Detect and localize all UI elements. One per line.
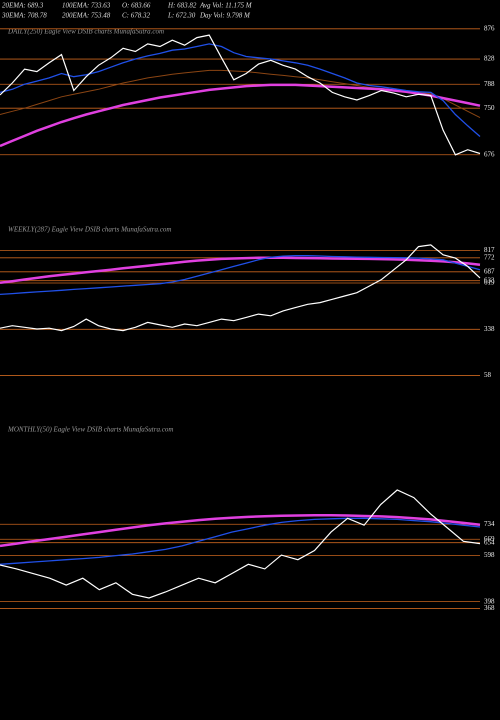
header-item: 200EMA: 753.48 (62, 12, 111, 20)
price-line (0, 517, 481, 565)
price-line (0, 256, 481, 285)
header-item: Avg Vol: 11.175 M (199, 2, 253, 10)
header-item: 100EMA: 733.63 (62, 2, 111, 10)
y-tick-label: 398 (484, 597, 495, 605)
y-tick-label: 772 (484, 253, 495, 261)
header-item: O: 683.66 (122, 2, 151, 10)
y-tick-label: 734 (484, 520, 495, 528)
price-line (0, 43, 481, 137)
header-item: 20EMA: 689.3 (2, 2, 44, 10)
y-tick-label: 58 (484, 371, 492, 379)
price-line (0, 244, 481, 332)
panel-title: WEEKLY(287) Eagle View DSIB charts Munaf… (8, 226, 171, 234)
y-tick-label: 750 (484, 104, 495, 112)
header-item: H: 683.82 (167, 2, 197, 10)
header-item: C: 678.32 (122, 12, 151, 20)
price-line (0, 34, 481, 156)
y-tick-label: 828 (484, 55, 495, 63)
y-tick-label: 876 (484, 24, 495, 32)
y-tick-label: 598 (484, 551, 495, 559)
price-line (0, 69, 481, 119)
price-line (0, 489, 481, 599)
panel-title: DAILY(250) Eagle View DSIB charts Munafa… (7, 28, 164, 36)
y-tick-label: 619 (484, 279, 495, 287)
price-line (0, 83, 481, 148)
y-tick-label: 817 (484, 246, 495, 254)
y-tick-label: 687 (484, 267, 495, 275)
header-item: Day Vol: 9.798 M (199, 12, 251, 20)
y-tick-label: 338 (484, 325, 495, 333)
y-tick-label: 654 (484, 538, 495, 546)
price-line (0, 514, 481, 548)
y-tick-label: 788 (484, 80, 495, 88)
header-item: 30EMA: 708.78 (1, 12, 47, 20)
panel-title: MONTHLY(50) Eagle View DSIB charts Munaf… (7, 426, 173, 434)
y-tick-label: 676 (484, 150, 495, 158)
header-item: L: 672.30 (167, 12, 196, 20)
price-line (0, 255, 481, 296)
y-tick-label: 633 (484, 276, 495, 284)
y-tick-label: 669 (484, 535, 495, 543)
y-tick-label: 368 (484, 604, 495, 612)
